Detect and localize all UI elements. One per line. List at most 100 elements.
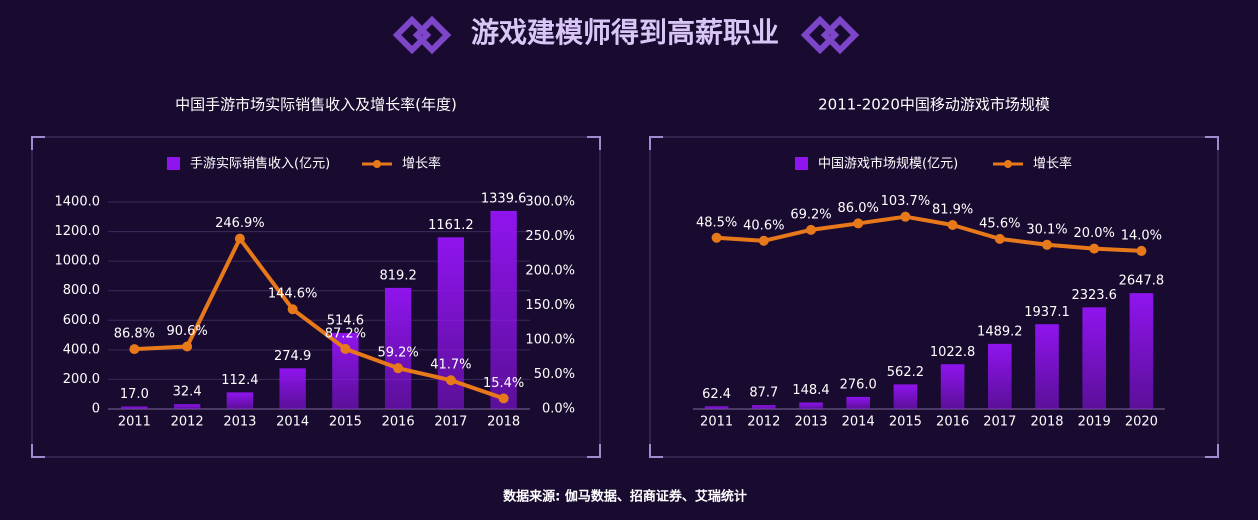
- line-value-label: 41.7%: [430, 358, 471, 373]
- y2-tick-label: 200.0%: [525, 264, 575, 279]
- bar: [799, 402, 823, 409]
- growth-dot: [340, 343, 351, 354]
- x-tick-label: 2012: [747, 415, 780, 430]
- x-tick-label: 2014: [276, 415, 309, 430]
- y-tick-label: 600.0: [63, 313, 100, 328]
- legend-label: 增长率: [1033, 156, 1072, 172]
- bar-value-label: 62.4: [702, 387, 731, 402]
- growth-dot: [806, 224, 816, 235]
- page-title: 游戏建模师得到高薪职业: [471, 16, 779, 49]
- y-tick-label: 400.0: [63, 342, 100, 357]
- legend-dot: [1004, 160, 1012, 168]
- line-value-label: 48.5%: [696, 215, 737, 230]
- bar: [1082, 307, 1106, 409]
- y2-tick-label: 0.0%: [542, 402, 575, 417]
- bar-value-label: 1937.1: [1024, 305, 1070, 320]
- chart-title: 中国手游市场实际销售收入及增长率(年度): [175, 96, 457, 114]
- y2-tick-label: 300.0%: [525, 195, 575, 210]
- chart-title: 2011-2020中国移动游戏市场规模: [818, 96, 1050, 114]
- growth-line: [134, 236, 505, 401]
- y-tick-label: 1200.0: [55, 224, 101, 239]
- title-ornament-left: [392, 15, 452, 55]
- line-value-label: 45.6%: [979, 216, 1020, 231]
- bar-value-label: 1339.6: [481, 191, 527, 206]
- legend-label: 手游实际销售收入(亿元): [190, 156, 330, 172]
- growth-dot: [1042, 239, 1052, 250]
- x-tick-label: 2016: [382, 415, 415, 430]
- growth-dot: [900, 211, 911, 222]
- growth-dot: [498, 393, 509, 404]
- y2-tick-label: 250.0%: [525, 229, 575, 244]
- x-tick-label: 2011: [700, 415, 733, 430]
- growth-dot: [1089, 243, 1100, 254]
- bar-value-label: 1161.2: [428, 218, 474, 233]
- bar-value-label: 514.6: [327, 313, 364, 328]
- title-ornament-right: [800, 15, 860, 55]
- y-tick-label: 1400.0: [55, 195, 101, 210]
- x-tick-label: 2018: [487, 415, 520, 430]
- bar: [940, 364, 965, 409]
- growth-dot: [758, 235, 769, 246]
- bar-value-label: 1489.2: [977, 324, 1023, 339]
- bar-value-label: 87.7: [749, 386, 778, 401]
- x-tick-label: 2018: [1030, 415, 1063, 430]
- bar: [279, 368, 306, 409]
- bar-value-label: 148.4: [792, 383, 829, 398]
- bar-value-label: 32.4: [173, 385, 202, 400]
- x-tick-label: 2012: [171, 415, 204, 430]
- growth-dot: [287, 304, 298, 315]
- growth-dot: [947, 220, 958, 231]
- x-tick-label: 2020: [1125, 415, 1158, 430]
- x-tick-label: 2019: [1078, 415, 1111, 430]
- bar-value-label: 2323.6: [1071, 288, 1117, 303]
- panel-1: [31, 136, 601, 458]
- x-tick-label: 2017: [434, 415, 467, 430]
- panel-2: [649, 136, 1219, 458]
- growth-dot: [711, 232, 722, 243]
- line-value-label: 59.2%: [377, 346, 418, 361]
- legend-swatch: [167, 157, 180, 170]
- bar: [704, 406, 729, 409]
- line-value-label: 86.8%: [114, 327, 155, 342]
- x-tick-label: 2011: [118, 415, 151, 430]
- legend-dot: [373, 160, 381, 168]
- bar: [173, 404, 201, 409]
- line-value-label: 20.0%: [1074, 226, 1115, 241]
- growth-dot: [129, 344, 140, 355]
- bar-value-label: 2647.8: [1119, 274, 1165, 289]
- legend-swatch: [795, 157, 808, 170]
- growth-dot: [393, 363, 404, 374]
- line-value-label: 15.4%: [483, 376, 524, 391]
- y2-tick-label: 100.0%: [525, 333, 575, 348]
- line-value-label: 87.2%: [325, 326, 366, 341]
- bar: [226, 392, 254, 409]
- bar: [384, 287, 412, 409]
- x-tick-label: 2013: [794, 415, 827, 430]
- x-tick-label: 2014: [842, 415, 875, 430]
- line-value-label: 86.0%: [838, 201, 879, 216]
- line-value-label: 30.1%: [1026, 222, 1067, 237]
- bar: [752, 405, 776, 409]
- legend-label: 增长率: [402, 156, 441, 172]
- bar-value-label: 562.2: [887, 365, 924, 380]
- line-value-label: 81.9%: [932, 203, 973, 218]
- x-tick-label: 2015: [329, 415, 362, 430]
- y-tick-label: 0: [92, 402, 100, 417]
- bar-value-label: 17.0: [120, 387, 149, 402]
- x-tick-label: 2015: [889, 415, 922, 430]
- bar-value-label: 274.9: [274, 349, 311, 364]
- bar: [1129, 293, 1154, 409]
- y2-tick-label: 50.0%: [534, 367, 575, 382]
- bar: [490, 210, 517, 409]
- line-value-label: 103.7%: [881, 194, 931, 209]
- bar: [893, 384, 918, 409]
- line-value-label: 69.2%: [790, 207, 831, 222]
- bar: [1035, 324, 1059, 409]
- line-value-label: 144.6%: [268, 287, 318, 302]
- y-tick-label: 800.0: [63, 283, 100, 298]
- bar: [121, 406, 148, 409]
- line-value-label: 14.0%: [1121, 228, 1162, 243]
- y-tick-label: 200.0: [63, 372, 100, 387]
- line-value-label: 246.9%: [215, 216, 265, 231]
- x-tick-label: 2013: [223, 415, 256, 430]
